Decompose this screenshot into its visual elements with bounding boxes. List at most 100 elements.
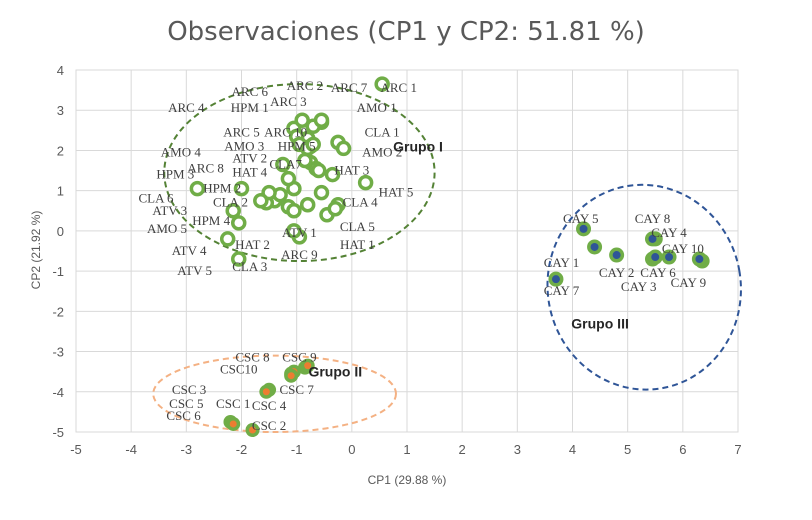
point-label: ARC 5 [223,124,259,139]
point-label: HPM 1 [231,100,269,115]
point-label: ARC 6 [232,84,269,99]
group-label-layer: Grupo I Grupo II Grupo III [308,138,628,379]
data-point [230,251,247,267]
x-tick-label: 7 [734,442,741,457]
data-point-center [590,242,599,251]
group-label: Grupo II [308,364,362,380]
point-label: CSC 8 [235,350,269,365]
data-point-center [249,426,257,434]
data-point [286,203,302,219]
data-point [286,223,302,239]
x-tick-label: 5 [624,442,631,457]
y-tick-label: -1 [52,264,64,279]
point-label: CLA 2 [213,195,248,210]
point-label: ARC 7 [331,80,368,95]
x-axis-label: CP1 (29.88 %) [368,473,447,487]
point-label: CAY 4 [651,225,687,240]
data-point-center [665,253,674,262]
point-label: CSC10 [220,362,258,377]
data-point [299,196,316,213]
group-label: Grupo III [571,315,629,331]
point-label: HPM 4 [192,213,230,228]
point-label: AMO 2 [362,144,402,159]
data-point-center [612,251,621,260]
point-label: HAT 4 [232,165,267,180]
data-point [294,112,310,129]
data-point [327,201,344,217]
data-point-center [262,388,270,396]
point-label: CLA 6 [138,191,174,206]
point-label: HPM 3 [156,167,194,182]
data-point [219,231,236,247]
group-ellipse [163,83,436,263]
point-label: ATV 5 [177,263,212,278]
data-point [310,162,327,179]
point-label: ARC 3 [270,94,306,109]
data-point [275,156,291,173]
point-label: CLA 3 [232,259,267,274]
point-label: HPM 2 [203,181,241,196]
point-label: ARC 4 [168,100,205,115]
data-point [374,76,390,92]
data-point-center [695,255,704,264]
x-tick-label: 3 [514,442,521,457]
point-label: ARC 8 [187,161,223,176]
point-label: CLA 1 [365,124,400,139]
point-label: ARC 2 [287,78,323,93]
data-point [233,180,250,197]
x-tick-label: -5 [70,442,82,457]
point-label: AMO 4 [161,144,202,159]
y-tick-label: 0 [57,224,64,239]
point-label: AMO 1 [357,100,397,115]
group-ellipse [546,183,742,391]
data-point [324,166,341,183]
group-ellipse [152,354,397,433]
y-tick-label: -5 [52,425,64,440]
point-label: CAY 2 [599,265,635,280]
point-label: ARC 10 [264,124,307,139]
point-layer [189,76,710,437]
x-tick-label: 1 [403,442,410,457]
point-label: HPM 5 [278,138,316,153]
point-label: CLA7 [269,157,302,172]
point-label: CSC 7 [280,382,315,397]
point-label: AMO 5 [147,221,187,236]
point-label: HAT 5 [379,185,414,200]
data-point-center [579,224,588,233]
plot-frame [75,69,739,433]
x-tick-label: -1 [291,442,303,457]
data-point-center [648,234,657,243]
ellipse-layer [152,83,742,433]
data-point [280,170,297,187]
data-point [297,152,313,169]
point-label: ARC 1 [380,80,416,95]
point-label: CAY 6 [640,265,676,280]
y-tick-label: -2 [52,304,64,319]
data-point [189,180,206,197]
y-tick-label: 2 [57,143,64,158]
point-label: ARC 9 [281,247,317,262]
data-point [313,112,330,129]
point-label: CSC 4 [252,398,287,413]
point-label: HAT 3 [334,163,369,178]
data-point-center [229,420,237,428]
x-tick-label: 6 [679,442,686,457]
data-point [253,192,269,209]
point-label: CSC 6 [166,408,201,423]
x-tick-label: 2 [459,442,466,457]
point-label: CAY 10 [662,241,704,256]
point-label: CSC 1 [216,396,250,411]
point-label: CAY 5 [563,211,599,226]
point-label: CSC 9 [282,350,316,365]
x-tick-label: -3 [181,442,193,457]
data-point-center [287,372,295,380]
point-label: CLA 5 [340,219,375,234]
point-label: CAY 3 [621,279,657,294]
grid-layer [75,69,739,433]
chart-title: Observaciones (CP1 y CP2: 51.81 %) [167,17,645,47]
group-label: Grupo I [393,138,443,154]
x-tick-label: 4 [569,442,576,457]
y-tick-label: 4 [57,63,64,78]
